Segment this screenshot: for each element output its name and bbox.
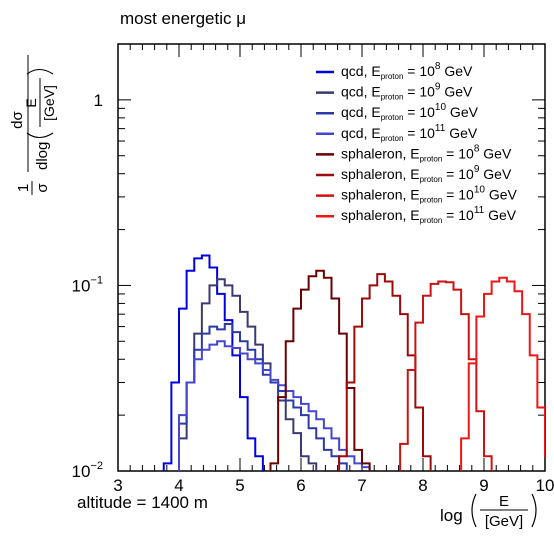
legend-process: sphaleron, E <box>341 145 420 161</box>
y-tick-exponent: −2 <box>90 460 103 472</box>
x-axis-label-left-paren <box>471 493 477 528</box>
x-axis-label-prefix: log <box>440 506 463 525</box>
legend-process: sphaleron, E <box>341 166 420 182</box>
legend-eq: = 10 <box>442 207 474 223</box>
legend-eq: = 10 <box>403 84 435 100</box>
legend-entry: sphaleron, Eproton = 108 GeV <box>341 143 512 163</box>
y-axis-label-dlog: dlog <box>34 142 51 170</box>
histogram-qcd-1e11 <box>178 340 371 471</box>
legend-exponent: 9 <box>474 164 480 175</box>
x-tick-label: 6 <box>296 476 305 495</box>
y-tick-label: 1 <box>94 91 103 110</box>
x-axis-label-right-paren <box>531 493 537 528</box>
legend-eq: = 10 <box>403 104 435 120</box>
y-axis-label-one: 1 <box>15 184 32 192</box>
chart-title: most energetic μ <box>120 9 246 28</box>
legend-unit: GeV <box>485 187 518 203</box>
legend-subscript: proton <box>381 93 404 102</box>
histogram-sphaleron-1e11 <box>460 276 545 471</box>
legend-exponent: 11 <box>474 205 485 216</box>
histogram-qcd-1e8 <box>162 254 264 471</box>
legend-subscript: proton <box>420 175 443 184</box>
legend-entry: sphaleron, Eproton = 1011 GeV <box>341 205 517 225</box>
legend-entry: qcd, Eproton = 1010 GeV <box>341 102 479 122</box>
legend-eq: = 10 <box>442 145 474 161</box>
legend-exponent: 8 <box>435 61 441 72</box>
y-tick-label: 10−2 <box>72 460 103 481</box>
legend-process: sphaleron, E <box>341 207 420 223</box>
y-axis-label: 1 σ dσ dlog E [GeV] <box>9 55 57 195</box>
legend-eq: = 10 <box>442 166 474 182</box>
y-axis-label-left-paren <box>26 132 54 139</box>
legend-exponent: 9 <box>435 82 441 93</box>
legend-eq: = 10 <box>403 125 435 141</box>
legend-eq: = 10 <box>403 63 435 79</box>
x-axis-label-denominator: [GeV] <box>485 513 523 530</box>
altitude-annotation: altitude = 1400 m <box>77 493 208 512</box>
y-axis-label-sigma: σ <box>34 183 51 193</box>
histogram-sphaleron-1e9 <box>338 273 432 471</box>
legend-entry: qcd, Eproton = 109 GeV <box>341 82 473 102</box>
y-axis-label-denominator: [GeV] <box>41 85 57 121</box>
y-axis-label-right-paren <box>26 68 54 75</box>
legend-exponent: 8 <box>474 143 480 154</box>
legend-process: sphaleron, E <box>341 187 420 203</box>
y-axis-label-dsigma: dσ <box>9 110 26 128</box>
legend-process: qcd, E <box>341 125 381 141</box>
legend-unit: GeV <box>479 145 512 161</box>
axis-ticks <box>117 43 546 472</box>
x-tick-label: 5 <box>235 476 244 495</box>
legend-unit: GeV <box>440 84 473 100</box>
legend-entry: sphaleron, Eproton = 109 GeV <box>341 164 512 184</box>
legend-entry: sphaleron, Eproton = 1010 GeV <box>341 185 518 205</box>
legend-eq: = 10 <box>442 187 474 203</box>
x-tick-label: 10 <box>536 476 554 495</box>
legend-process: qcd, E <box>341 84 381 100</box>
legend-subscript: proton <box>381 72 404 81</box>
legend-unit: GeV <box>445 125 478 141</box>
plot-frame <box>117 43 546 472</box>
legend-unit: GeV <box>446 104 479 120</box>
legend-exponent: 10 <box>474 185 486 196</box>
x-tick-label: 4 <box>174 476 183 495</box>
x-tick-label: 3 <box>113 476 122 495</box>
legend-unit: GeV <box>479 166 512 182</box>
y-tick-label: 10−1 <box>72 274 103 295</box>
legend-unit: GeV <box>484 207 517 223</box>
legend-entry: qcd, Eproton = 108 GeV <box>341 61 473 81</box>
x-tick-label: 7 <box>357 476 366 495</box>
legend-subscript: proton <box>420 154 443 163</box>
x-tick-label: 9 <box>479 476 488 495</box>
histogram-series <box>162 254 545 471</box>
legend-process: qcd, E <box>341 104 381 120</box>
legend-exponent: 11 <box>435 123 446 134</box>
legend-subscript: proton <box>420 216 443 225</box>
legend-unit: GeV <box>440 63 473 79</box>
legend-entry: qcd, Eproton = 1011 GeV <box>341 123 478 143</box>
legend-exponent: 10 <box>435 102 447 113</box>
histogram-qcd-1e9 <box>178 278 318 471</box>
x-axis-label-numerator: E <box>499 493 509 510</box>
x-axis-label: log E [GeV] <box>440 493 537 530</box>
y-tick-exponent: −1 <box>90 274 103 286</box>
histogram-sphaleron-1e8 <box>269 269 371 471</box>
legend-subscript: proton <box>381 134 404 143</box>
legend-subscript: proton <box>420 196 443 205</box>
y-axis-label-numerator: E <box>23 98 39 107</box>
histogram-sphaleron-1e10 <box>399 280 493 471</box>
legend-process: qcd, E <box>341 63 381 79</box>
x-tick-label: 8 <box>418 476 427 495</box>
legend-subscript: proton <box>381 113 404 122</box>
